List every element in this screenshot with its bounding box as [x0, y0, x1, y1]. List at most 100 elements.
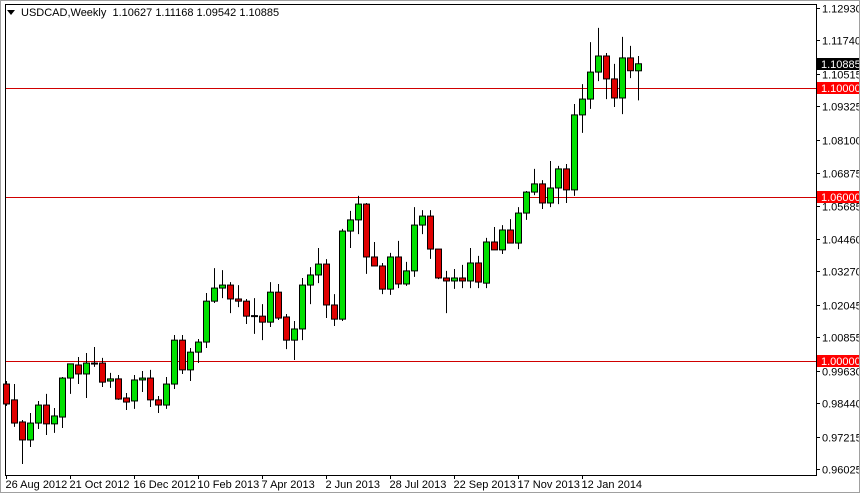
x-tick-label: 21 Oct 2012	[70, 479, 130, 491]
candle-bullish	[571, 114, 578, 191]
y-tick-label: 1.09325	[822, 102, 859, 114]
candle-bearish	[323, 263, 330, 306]
candle-bullish	[419, 215, 426, 226]
candle-bearish	[243, 300, 250, 317]
y-tick-label: 1.03270	[822, 267, 859, 279]
candle-bearish	[275, 291, 282, 319]
current-price-label-bg	[817, 58, 859, 70]
x-tick-label: 10 Feb 2013	[198, 479, 260, 491]
candle-bullish	[403, 270, 410, 285]
candle-bullish	[635, 63, 642, 72]
level-price-label-bg	[817, 191, 859, 203]
candle-bearish	[363, 203, 370, 258]
candle-bullish	[59, 377, 66, 418]
x-tick-label: 12 Jan 2014	[582, 479, 643, 491]
candle-bullish	[187, 351, 194, 371]
candle-bullish	[347, 219, 354, 232]
y-tick-label: 0.98440	[822, 399, 859, 411]
candle-bearish	[443, 277, 450, 282]
candle-bullish	[195, 341, 202, 353]
candle-bearish	[259, 315, 266, 323]
candle-bearish	[611, 78, 618, 99]
candle-bearish	[147, 377, 154, 401]
candle-bearish	[11, 399, 18, 424]
candle-bullish	[483, 241, 490, 284]
x-tick-label: 2 Jun 2013	[326, 479, 380, 491]
candle-bearish	[427, 215, 434, 250]
y-tick-label: 1.02045	[822, 301, 859, 313]
y-tick-label: 1.05685	[822, 202, 859, 214]
y-tick-label: 1.08100	[822, 136, 859, 148]
level-price-label: 1.00000	[821, 356, 859, 368]
y-tick-label: 0.99630	[822, 367, 859, 379]
candle-bearish	[43, 404, 50, 425]
candle-bullish	[219, 284, 226, 289]
chart-title: USDCAD,Weekly 1.10627 1.11168 1.09542 1.…	[7, 7, 279, 19]
candle-bullish	[387, 256, 394, 290]
candle-bearish	[379, 265, 386, 290]
candle-bullish	[251, 315, 258, 318]
candle-bearish	[283, 316, 290, 341]
x-tick-label: 26 Aug 2012	[6, 479, 68, 491]
candle-bullish	[139, 377, 146, 381]
candle-bearish	[475, 262, 482, 283]
candle-bearish	[155, 399, 162, 406]
candle-bullish	[411, 224, 418, 272]
candle-bearish	[91, 362, 98, 365]
candle-bullish	[499, 229, 506, 251]
candle-bullish	[555, 168, 562, 189]
candle-bearish	[371, 256, 378, 267]
y-tick-label: 0.97215	[822, 433, 859, 445]
candle-bearish	[331, 304, 338, 320]
candle-bullish	[467, 262, 474, 282]
candle-bearish	[627, 57, 634, 72]
candle-bullish	[523, 191, 530, 214]
candle-bullish	[531, 183, 538, 193]
y-tick-label: 0.96025	[822, 465, 859, 477]
candle-bullish	[339, 230, 346, 320]
candle-bullish	[307, 274, 314, 286]
candle-bullish	[587, 71, 594, 100]
candle-bearish	[227, 284, 234, 300]
x-tick-label: 17 Nov 2013	[518, 479, 580, 491]
candle-bearish	[395, 256, 402, 285]
candle-bullish	[299, 284, 306, 330]
candle-bullish	[67, 363, 74, 379]
candle-bearish	[235, 298, 242, 302]
candle-bearish	[539, 183, 546, 204]
candle-bullish	[211, 287, 218, 302]
y-tick-label: 1.04460	[822, 235, 859, 247]
y-tick-label: 1.12930	[822, 4, 859, 16]
candle-bullish	[163, 383, 170, 406]
x-tick-label: 7 Apr 2013	[262, 479, 315, 491]
candle-bearish	[459, 277, 466, 282]
level-price-label: 1.06000	[821, 192, 859, 204]
candle-bullish	[315, 263, 322, 276]
x-tick-label: 28 Jul 2013	[390, 479, 447, 491]
ohlc-readout: 1.10627 1.11168 1.09542 1.10885	[112, 7, 280, 19]
candle-bearish	[179, 339, 186, 371]
candle-bullish	[267, 291, 274, 323]
candle-bullish	[515, 212, 522, 244]
candle-bearish	[115, 378, 122, 400]
candle-bullish	[83, 362, 90, 375]
candle-bearish	[19, 421, 26, 441]
candle-bearish	[491, 241, 498, 251]
y-tick-label: 1.11740	[822, 36, 859, 48]
x-tick-label: 22 Sep 2013	[454, 479, 516, 491]
candle-bearish	[123, 397, 130, 403]
candle-bearish	[603, 55, 610, 80]
candle-bearish	[507, 229, 514, 244]
level-price-label: 1.10000	[821, 83, 859, 95]
dropdown-triangle-icon[interactable]	[7, 10, 15, 15]
candle-bullish	[291, 328, 298, 341]
candle-bearish	[75, 364, 82, 375]
candle-bullish	[595, 55, 602, 73]
candle-bearish	[563, 168, 570, 191]
candle-bullish	[547, 187, 554, 204]
x-tick-label: 16 Dec 2012	[134, 479, 196, 491]
candle-bullish	[203, 300, 210, 343]
current-price-label: 1.10885	[821, 59, 859, 71]
